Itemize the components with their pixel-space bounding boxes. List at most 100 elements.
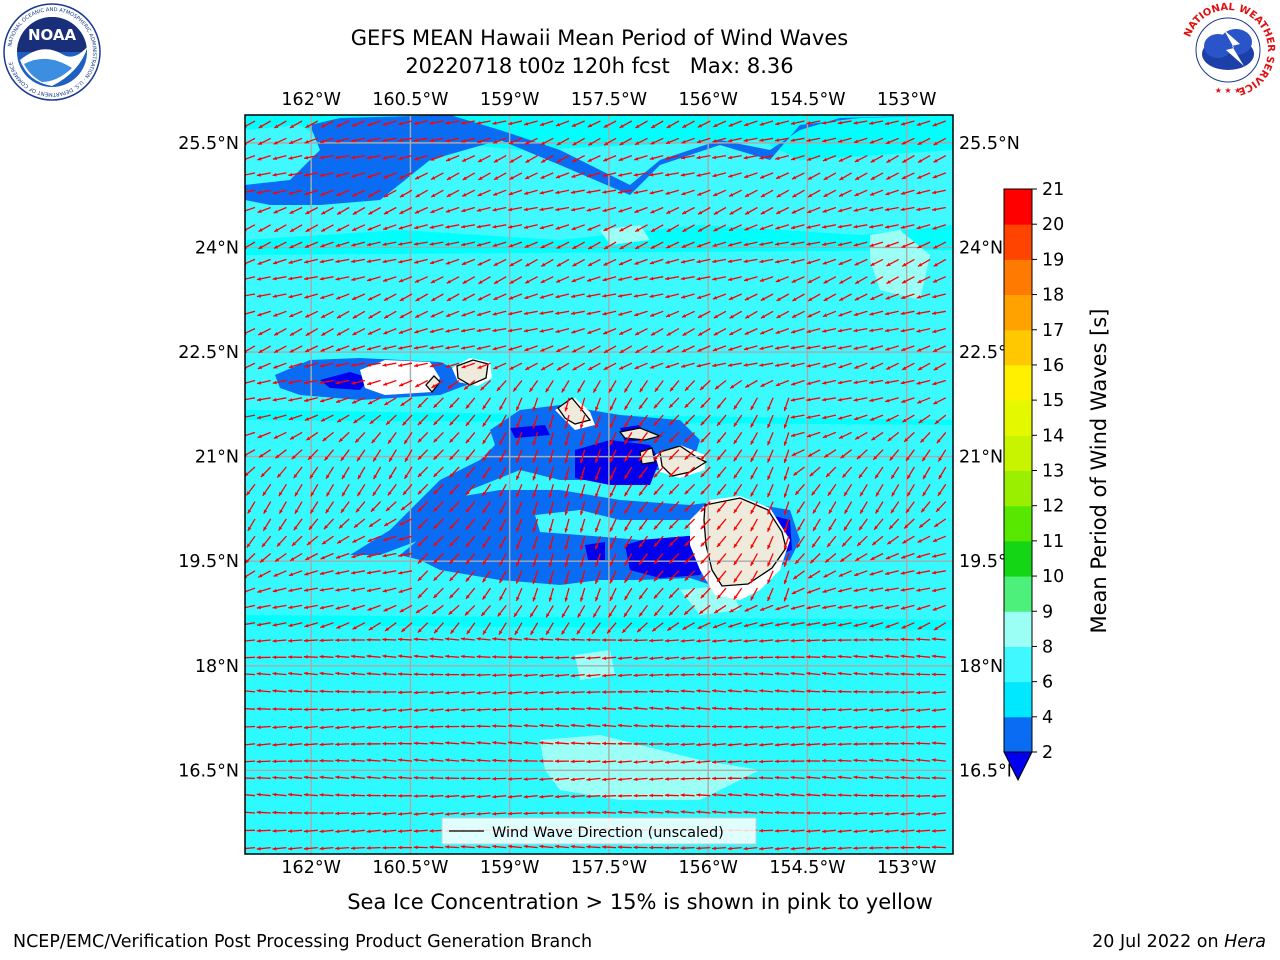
wave-direction-arrow xyxy=(433,622,444,634)
wave-direction-arrow xyxy=(476,345,491,350)
wave-direction-arrow xyxy=(807,449,821,458)
wave-direction-arrow xyxy=(900,637,915,642)
colorbar-segment xyxy=(1004,435,1032,471)
wave-direction-arrow xyxy=(733,397,743,410)
wave-direction-arrow xyxy=(272,397,287,402)
wave-direction-arrow xyxy=(853,345,868,350)
wave-direction-arrow xyxy=(319,846,334,851)
wave-direction-arrow xyxy=(728,224,742,232)
wave-direction-arrow xyxy=(932,327,946,334)
wave-direction-arrow xyxy=(665,293,680,299)
wave-direction-arrow xyxy=(900,293,915,300)
wave-direction-arrow xyxy=(382,587,397,593)
wave-direction-arrow xyxy=(728,120,742,127)
wave-direction-arrow xyxy=(576,622,586,635)
wave-direction-arrow xyxy=(668,501,680,513)
wave-direction-arrow xyxy=(767,518,774,533)
wave-direction-arrow xyxy=(413,224,428,230)
wave-direction-arrow xyxy=(278,483,287,497)
wave-direction-arrow xyxy=(397,741,413,746)
wave-direction-arrow xyxy=(482,397,492,410)
wave-direction-arrow xyxy=(523,310,538,316)
wave-direction-arrow xyxy=(433,587,444,599)
wave-direction-arrow xyxy=(916,327,931,333)
wave-direction-arrow xyxy=(465,570,476,582)
wave-direction-arrow xyxy=(682,328,695,337)
wave-direction-arrow xyxy=(806,362,821,368)
wave-direction-arrow xyxy=(564,432,570,447)
wave-direction-arrow xyxy=(508,224,523,229)
colorbar-segment xyxy=(1004,400,1032,436)
wave-direction-arrow xyxy=(570,777,585,782)
colorbar-tick-label: 13 xyxy=(1042,462,1064,482)
wave-direction-arrow xyxy=(837,206,852,213)
wave-direction-arrow xyxy=(821,671,836,676)
wave-direction-arrow xyxy=(888,518,900,530)
wave-direction-arrow xyxy=(580,449,586,464)
wave-direction-arrow xyxy=(714,379,727,390)
wave-direction-arrow xyxy=(594,553,602,567)
wave-direction-arrow xyxy=(335,638,350,643)
wave-direction-arrow xyxy=(649,742,664,746)
colorbar-tick-label: 8 xyxy=(1042,637,1053,657)
wave-direction-arrow xyxy=(774,639,789,643)
wave-direction-arrow xyxy=(638,605,649,617)
wave-direction-arrow xyxy=(382,654,397,659)
wave-direction-arrow xyxy=(382,120,397,126)
wave-direction-arrow xyxy=(932,224,946,230)
wave-direction-arrow xyxy=(932,293,946,299)
wave-direction-arrow xyxy=(465,483,476,496)
wave-direction-arrow xyxy=(404,449,413,463)
wave-direction-arrow xyxy=(399,293,413,302)
wave-direction-arrow xyxy=(303,154,318,160)
wave-direction-arrow xyxy=(869,224,884,229)
wave-direction-arrow xyxy=(461,362,476,369)
wave-direction-arrow xyxy=(649,276,664,281)
wave-direction-arrow xyxy=(875,483,884,497)
wave-direction-arrow xyxy=(617,706,632,711)
wave-direction-arrow xyxy=(602,759,617,764)
wave-direction-arrow xyxy=(351,293,366,301)
wave-direction-arrow xyxy=(429,120,444,125)
wave-direction-arrow xyxy=(700,535,711,547)
wave-direction-arrow xyxy=(476,724,491,729)
wave-direction-arrow xyxy=(649,154,664,161)
wave-direction-arrow xyxy=(366,725,381,730)
wave-direction-arrow xyxy=(555,293,570,299)
wave-direction-arrow xyxy=(602,638,617,642)
wave-direction-arrow xyxy=(367,224,381,231)
wave-direction-arrow xyxy=(397,672,413,676)
wave-direction-arrow xyxy=(256,707,271,711)
wave-direction-arrow xyxy=(853,622,868,627)
wave-direction-arrow xyxy=(335,671,350,676)
wave-direction-arrow xyxy=(493,293,507,301)
wave-direction-arrow xyxy=(603,137,617,146)
wave-direction-arrow xyxy=(806,397,821,402)
wave-direction-arrow xyxy=(245,725,256,728)
wave-direction-arrow xyxy=(759,846,774,851)
wave-direction-arrow xyxy=(869,189,884,196)
wave-direction-arrow xyxy=(653,518,664,530)
wave-direction-arrow xyxy=(445,708,460,712)
wave-direction-arrow xyxy=(775,276,790,283)
wave-direction-arrow xyxy=(684,431,696,443)
wave-direction-arrow xyxy=(399,310,413,319)
wave-direction-arrow xyxy=(774,725,789,730)
wave-direction-arrow xyxy=(767,570,774,584)
wave-direction-arrow xyxy=(884,120,899,126)
wave-direction-arrow xyxy=(257,310,271,317)
wave-direction-arrow xyxy=(564,587,570,602)
wave-direction-arrow xyxy=(783,501,790,516)
wave-direction-arrow xyxy=(556,137,570,146)
wave-direction-arrow xyxy=(498,553,507,567)
svg-text:NOAA: NOAA xyxy=(28,26,77,44)
wave-direction-arrow xyxy=(774,622,789,627)
wave-direction-arrow xyxy=(594,432,602,446)
wave-direction-arrow xyxy=(398,812,413,816)
wave-direction-arrow xyxy=(869,137,884,144)
wave-direction-arrow xyxy=(602,706,617,711)
wave-direction-arrow xyxy=(539,206,554,212)
wave-direction-arrow xyxy=(278,501,287,515)
wave-direction-arrow xyxy=(728,172,742,178)
wave-direction-arrow xyxy=(806,622,821,627)
